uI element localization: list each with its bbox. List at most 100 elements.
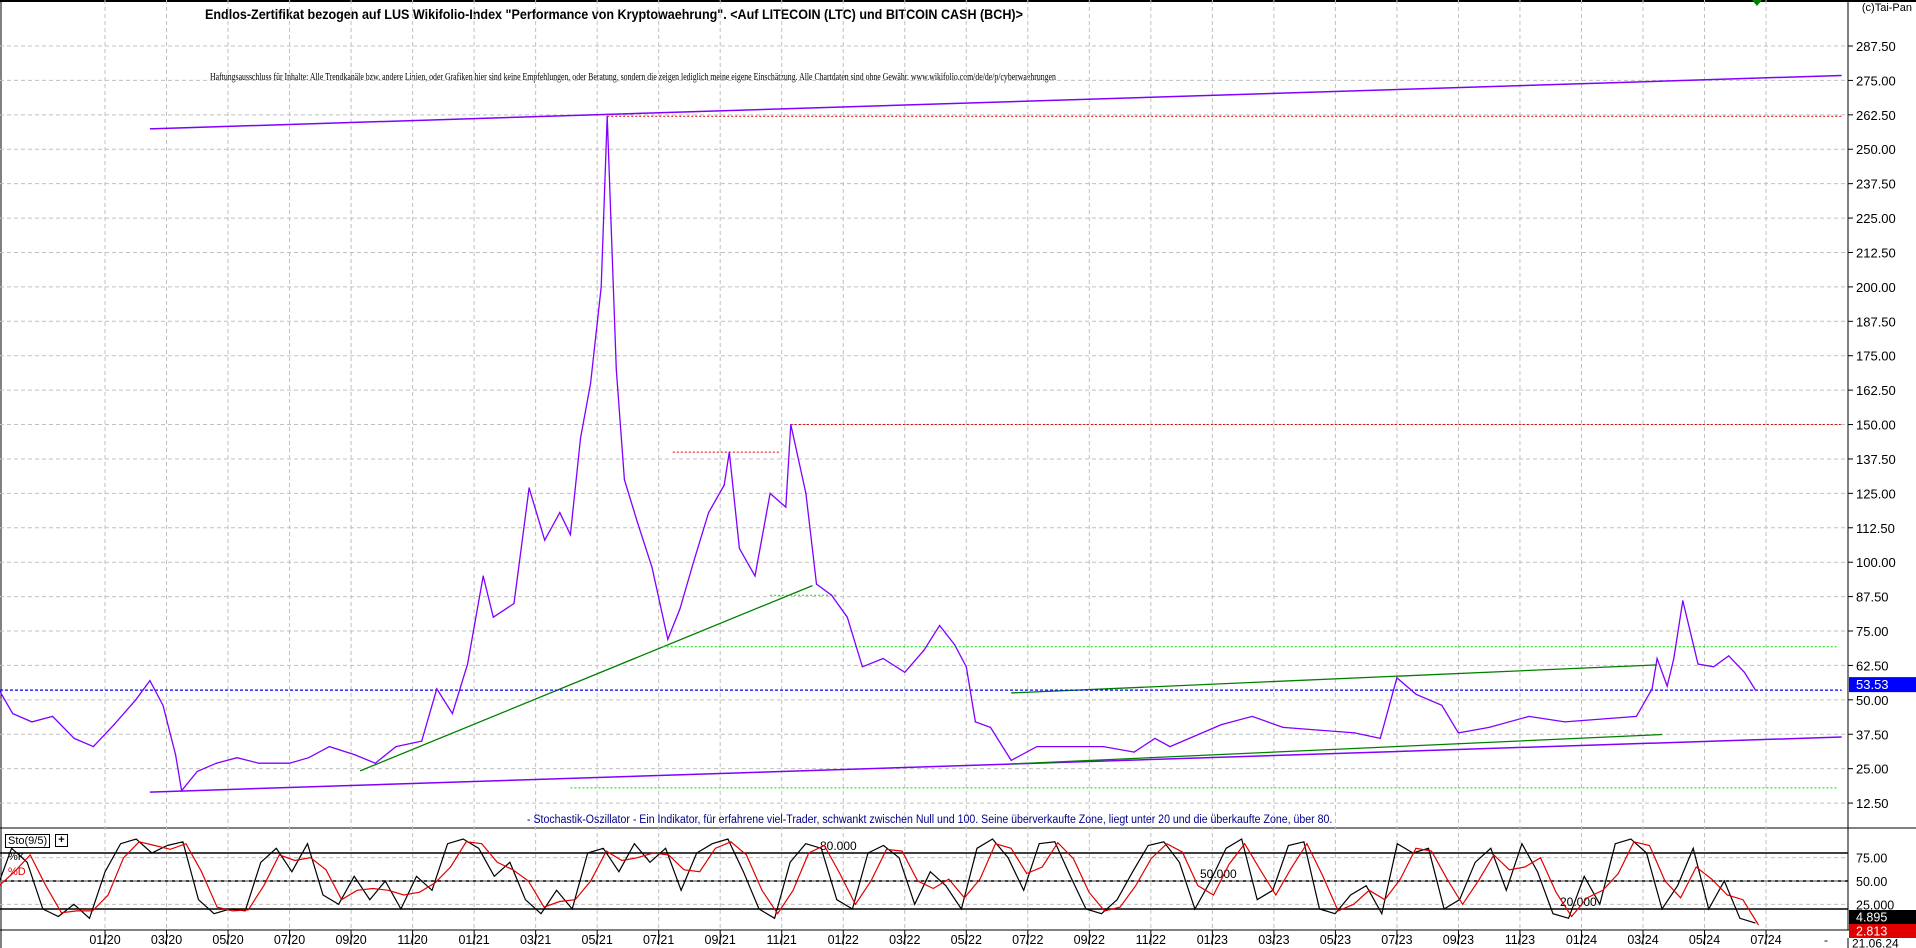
x-tick-label: 01/20	[89, 933, 120, 947]
price-point	[1036, 746, 1038, 748]
level-label-80: 80.000	[820, 839, 857, 853]
price-point	[1318, 729, 1320, 731]
x-tick-label: 05/23	[1320, 933, 1351, 947]
price-point	[1457, 732, 1460, 734]
stochastic-d-line	[0, 841, 1760, 926]
price-point	[236, 757, 238, 759]
current-k-box	[1849, 910, 1916, 924]
price-point	[590, 382, 592, 384]
y-tick-label: 275.00	[1856, 73, 1896, 88]
y-tick-label: 100.00	[1856, 555, 1896, 570]
y-tick-label: 62.50	[1856, 658, 1889, 673]
x-tick-label: 01/24	[1566, 933, 1597, 947]
x-tick-label: 07/22	[1012, 933, 1043, 947]
footer-date: 21.06.24	[1852, 937, 1899, 948]
price-point	[374, 762, 376, 764]
price-point	[1635, 715, 1638, 717]
price-point	[1133, 751, 1135, 753]
y-tick-label: 187.50	[1856, 314, 1896, 329]
x-tick-label: 05/20	[212, 933, 243, 947]
price-point	[606, 115, 608, 117]
price-point	[1220, 724, 1223, 726]
y-tick-label: 225.00	[1856, 211, 1896, 226]
x-tick-label: 09/22	[1074, 933, 1105, 947]
price-point	[882, 657, 884, 660]
y-tick-label: 262.50	[1856, 108, 1896, 123]
price-line	[0, 116, 1757, 793]
price-point	[831, 594, 833, 596]
price-point	[513, 602, 515, 605]
x-tick-label: 11/21	[767, 933, 797, 947]
price-point	[974, 721, 976, 723]
trendline-green-solid	[1011, 733, 1663, 765]
price-point	[1754, 689, 1757, 691]
price-point	[1488, 726, 1490, 728]
x-tick-label: 07/24	[1750, 933, 1781, 947]
price-point	[1564, 721, 1566, 723]
x-tick-label: 03/21	[520, 933, 551, 947]
price-point	[196, 770, 198, 773]
price-point	[1682, 600, 1684, 602]
price-point	[1010, 759, 1012, 762]
price-point	[692, 561, 695, 563]
price-point	[861, 666, 864, 668]
trendline-green-solid	[359, 584, 813, 772]
y-tick-label: 12.50	[1856, 796, 1889, 811]
stochastic-indicator-label[interactable]: Sto(9/5)	[5, 834, 51, 848]
price-point	[1067, 746, 1069, 748]
price-point	[805, 492, 807, 494]
price-point	[1743, 671, 1745, 673]
price-point	[708, 512, 710, 514]
x-tick-label: 01/23	[1197, 933, 1228, 947]
level-label-20: 20.000	[1560, 895, 1597, 909]
price-point	[1528, 715, 1530, 717]
x-tick-label: 03/20	[151, 933, 182, 947]
expand-indicator-button[interactable]: +	[55, 834, 68, 847]
price-point	[1353, 732, 1356, 734]
disclaimer-text: Haftungsausschluss für Inhalte: Alle Tre…	[210, 72, 1056, 83]
y-tick-label: 200.00	[1856, 280, 1896, 295]
price-point	[579, 437, 582, 439]
sto-tick-label: 75.00	[1856, 852, 1887, 866]
price-point	[1441, 704, 1443, 706]
stochastic-k-line	[0, 838, 1756, 924]
x-tick-label: 05/21	[582, 933, 613, 947]
sto-tick-label: 25.000	[1856, 898, 1894, 912]
y-tick-label: 112.50	[1856, 521, 1895, 536]
y-tick-label: 37.50	[1856, 727, 1889, 742]
x-tick-label: 09/21	[705, 933, 736, 947]
price-point	[436, 688, 438, 690]
price-point	[1712, 666, 1715, 668]
x-tick-label: 11/22	[1136, 933, 1166, 947]
price-point	[728, 451, 730, 453]
current-d-box-label: 2.813	[1856, 925, 1887, 939]
price-point	[785, 506, 787, 508]
price-point	[738, 547, 740, 550]
price-point	[559, 512, 561, 514]
x-tick-label: 11/23	[1505, 933, 1535, 947]
price-point	[600, 286, 602, 288]
price-point	[815, 583, 818, 585]
price-point	[1656, 657, 1658, 660]
y-tick-label: 237.50	[1856, 177, 1896, 192]
stochastic-description: - Stochastik-Oszillator - Ein Indikator,…	[527, 814, 1333, 826]
x-tick-label: 05/22	[951, 933, 982, 947]
price-point	[1651, 688, 1653, 690]
price-point	[723, 484, 725, 486]
y-tick-label: 137.50	[1856, 452, 1896, 467]
price-point	[544, 539, 546, 541]
price-point	[308, 757, 310, 759]
y-tick-label: 175.00	[1856, 349, 1896, 364]
price-point	[1697, 663, 1699, 665]
price-point	[1154, 737, 1156, 739]
price-point	[904, 671, 906, 673]
trendline-green-solid	[1011, 664, 1658, 694]
price-point	[174, 754, 177, 756]
trendline-purple-solid	[149, 74, 1842, 130]
price-point	[288, 762, 291, 764]
price-point	[1282, 726, 1284, 728]
price-point	[1102, 746, 1105, 748]
x-tick-label: 03/23	[1258, 933, 1289, 947]
price-point	[51, 715, 54, 717]
